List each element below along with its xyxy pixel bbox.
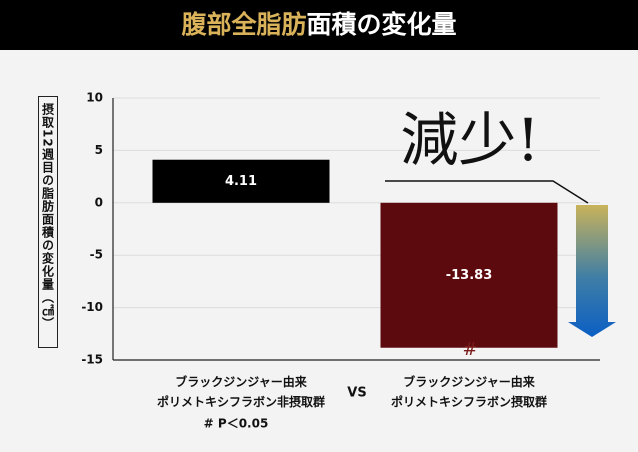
value-label: -13.83 [446,268,493,283]
chart-title: 腹部全脂肪面積の変化量 [181,10,456,39]
x-tick-label: ブラックジンジャー由来 ポリメトキシフラボン摂取群 [390,375,547,409]
y-tick-label: 0 [95,195,103,209]
header-bar [0,0,638,50]
vs-label: VS [347,386,366,401]
y-tick-label: -10 [81,300,103,314]
footnote: # P＜0.05 [204,417,269,431]
bar [152,159,330,203]
y-tick-label: -5 [90,248,103,262]
annotation-line [385,180,589,204]
y-tick-label: -15 [81,353,103,367]
title-rest: 面積の変化量 [307,10,457,39]
title-highlight: 腹部全脂肪 [181,10,306,39]
x-tick-label: ブラックジンジャー由来 ポリメトキシフラボン非摂取群 [156,375,325,409]
significance-mark: # [462,339,477,360]
decrease-arrow [568,205,616,337]
y-axis-label: 摂取12週目の脂肪面積の変化量（㎠） [38,96,58,348]
value-label: 4.11 [225,174,257,189]
y-tick-label: 10 [86,91,103,105]
y-tick-label: 5 [95,143,103,157]
annotation: 減少! [400,106,539,174]
bar [380,202,558,348]
